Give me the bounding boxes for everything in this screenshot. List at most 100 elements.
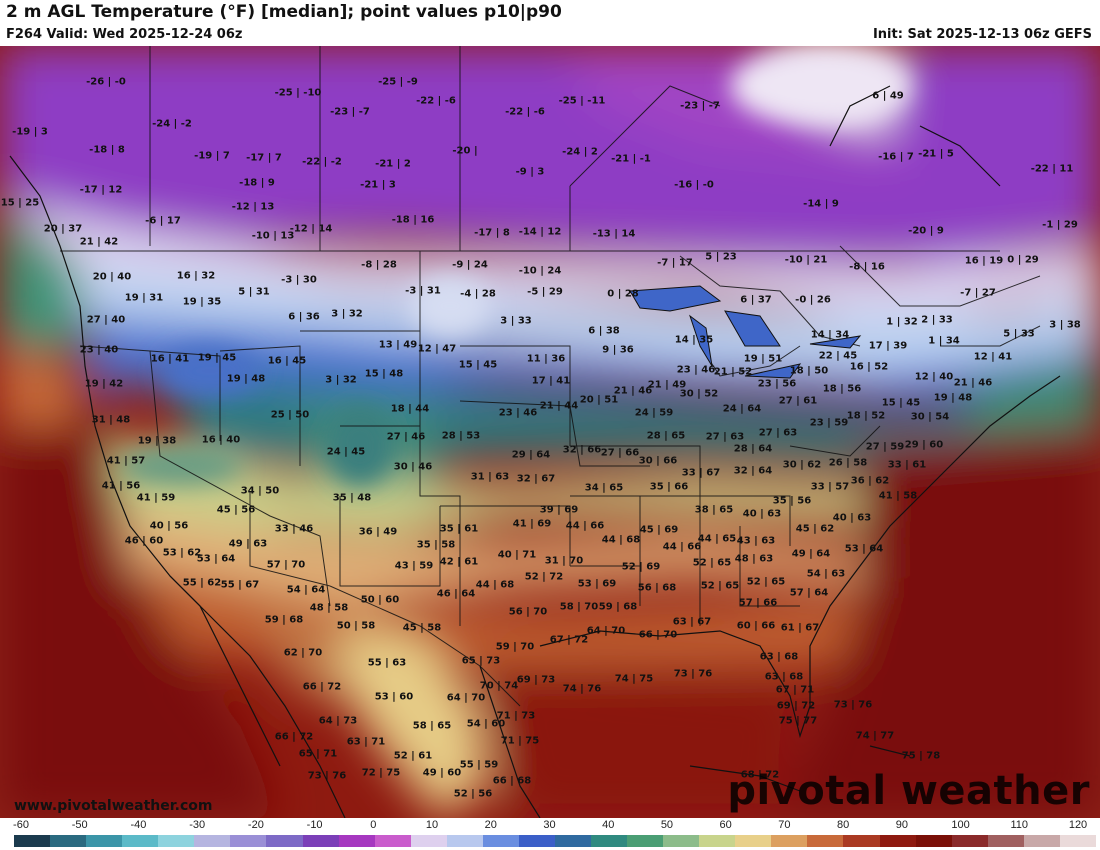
point-value: 6 | 36 (288, 311, 320, 323)
point-value-labels: -26 | -0 -25 | -10 -25 | -9 -22 | -6 -23 | -… (0, 46, 1100, 818)
colorbar-tick: 0 (370, 819, 377, 831)
colorbar-swatch (1059, 835, 1096, 847)
point-value: 43 | 59 (394, 560, 434, 572)
point-value: 33 | 57 (810, 481, 850, 493)
point-value: 48 | 58 (309, 602, 349, 614)
point-value: 14 | 35 (674, 334, 714, 346)
point-value: 24 | 64 (722, 403, 762, 415)
point-value: 74 | 76 (562, 683, 602, 695)
colorbar-swatch (338, 835, 375, 847)
point-value: -10 | 13 (251, 230, 295, 242)
point-value: 57 | 64 (789, 587, 829, 599)
point-value: 20 | 40 (92, 271, 132, 283)
point-value: 23 | 40 (79, 344, 119, 356)
point-value: 19 | 45 (197, 352, 237, 364)
point-value: -21 | 5 (918, 148, 954, 160)
colorbar-tick: 60 (719, 819, 732, 831)
point-value: 2 | 33 (921, 314, 953, 326)
point-value: 28 | 64 (733, 443, 773, 455)
colorbar-swatch (627, 835, 664, 847)
point-value: -21 | -1 (611, 153, 651, 165)
colorbar-tick: -40 (130, 819, 147, 831)
point-value: 57 | 66 (738, 597, 778, 609)
point-value: -4 | 28 (460, 288, 496, 300)
point-value: -13 | 14 (592, 228, 636, 240)
point-value: -20 | (452, 145, 478, 157)
point-value: 48 | 63 (734, 553, 774, 565)
point-value: 50 | 58 (336, 620, 376, 632)
point-value: 45 | 69 (639, 524, 679, 536)
point-value: 54 | 63 (806, 568, 846, 580)
point-value: 16 | 19 (964, 255, 1004, 267)
site-url[interactable]: www.pivotalweather.com (14, 798, 213, 814)
point-value: -22 | 11 (1030, 163, 1074, 175)
point-value: 30 | 66 (638, 455, 678, 467)
point-value: 52 | 69 (621, 561, 661, 573)
point-value: -12 | 14 (289, 223, 333, 235)
point-value: 15 | 25 (0, 197, 40, 209)
point-value: 45 | 56 (216, 504, 256, 516)
colorbar-tick: 20 (484, 819, 497, 831)
point-value: 61 | 67 (780, 622, 820, 634)
colorbar-tick: -30 (189, 819, 206, 831)
point-value: -14 | 12 (518, 226, 562, 238)
point-value: 71 | 75 (500, 735, 540, 747)
point-value: -1 | 29 (1042, 219, 1078, 231)
point-value: 16 | 40 (201, 434, 241, 446)
point-value: -7 | 27 (960, 287, 996, 299)
point-value: 52 | 65 (700, 580, 740, 592)
point-value: 67 | 72 (549, 634, 589, 646)
point-value: 58 | 70 (559, 601, 599, 613)
point-value: 12 | 40 (914, 371, 954, 383)
point-value: 42 | 61 (439, 556, 479, 568)
point-value: 59 | 68 (264, 614, 304, 626)
point-value: 55 | 63 (367, 657, 407, 669)
point-value: 50 | 60 (360, 594, 400, 606)
point-value: -3 | 31 (405, 285, 441, 297)
point-value: 22 | 45 (818, 350, 858, 362)
point-value: 28 | 65 (646, 430, 686, 442)
colorbar-swatch (86, 835, 123, 847)
point-value: 56 | 70 (508, 606, 548, 618)
point-value: -21 | 2 (375, 158, 411, 170)
point-value: -26 | -0 (86, 76, 126, 88)
point-value: 9 | 36 (602, 344, 634, 356)
point-value: -24 | 2 (562, 146, 598, 158)
point-value: -23 | -7 (330, 106, 370, 118)
point-value: 62 | 70 (283, 647, 323, 659)
colorbar-swatch (482, 835, 519, 847)
point-value: 30 | 46 (393, 461, 433, 473)
point-value: 63 | 68 (764, 671, 804, 683)
colorbar-swatch (374, 835, 411, 847)
point-value: 32 | 67 (516, 473, 556, 485)
point-value: 27 | 66 (600, 447, 640, 459)
point-value: 41 | 59 (136, 492, 176, 504)
colorbar-swatch (843, 835, 880, 847)
point-value: 27 | 61 (778, 395, 818, 407)
point-value: 40 | 56 (149, 520, 189, 532)
colorbar-swatch (410, 835, 447, 847)
point-value: 40 | 71 (497, 549, 537, 561)
colorbar-tick: 10 (425, 819, 439, 831)
colorbar-tick: -20 (247, 819, 264, 831)
point-value: 38 | 65 (694, 504, 734, 516)
point-value: 49 | 64 (791, 548, 831, 560)
point-value: 45 | 58 (402, 622, 442, 634)
point-value: -9 | 24 (452, 259, 488, 271)
point-value: 20 | 51 (579, 394, 619, 406)
point-value: 17 | 39 (868, 340, 908, 352)
temperature-map[interactable]: -26 | -0 -25 | -10 -25 | -9 -22 | -6 -23 | -… (0, 46, 1100, 818)
colorbar-tick: -60 (13, 819, 29, 831)
point-value: -10 | 24 (518, 265, 562, 277)
colorbar-swatch (879, 835, 916, 847)
point-value: 28 | 53 (441, 430, 481, 442)
colorbar-swatch (807, 835, 844, 847)
point-value: 33 | 67 (681, 467, 721, 479)
point-value: 44 | 65 (697, 533, 737, 545)
point-value: 70 | 74 (479, 680, 519, 692)
colorbar-tick: 110 (1010, 819, 1029, 831)
point-value: 66 | 68 (492, 775, 532, 787)
point-value: -22 | -6 (416, 95, 456, 107)
point-value: -22 | -2 (302, 156, 342, 168)
point-value: -7 | 17 (657, 257, 693, 269)
